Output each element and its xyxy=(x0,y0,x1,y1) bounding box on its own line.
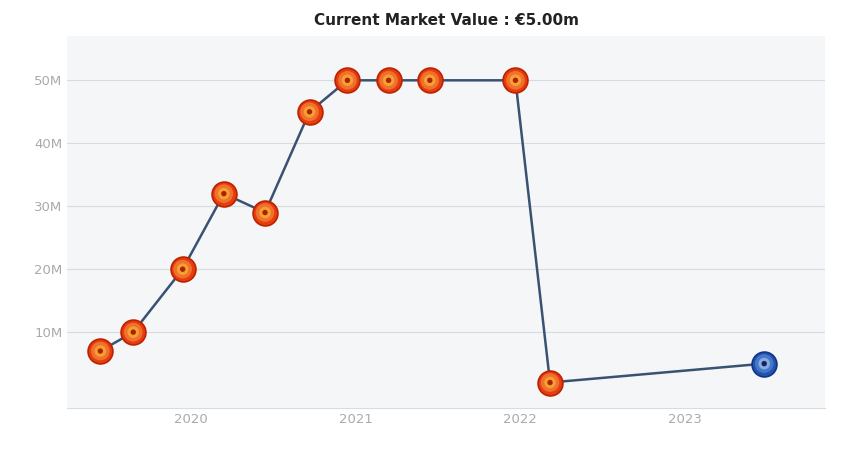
Point xyxy=(126,328,140,336)
Point xyxy=(176,265,189,273)
Point xyxy=(217,190,231,197)
Point xyxy=(423,77,436,84)
Point xyxy=(217,190,231,197)
Point xyxy=(176,265,189,273)
Point xyxy=(758,360,771,367)
Point xyxy=(758,360,771,367)
Point xyxy=(303,108,317,116)
Point xyxy=(258,209,272,216)
Point xyxy=(258,209,272,216)
Point xyxy=(93,347,107,355)
Point xyxy=(382,77,396,84)
Point xyxy=(126,328,140,336)
Point xyxy=(543,379,557,386)
Point xyxy=(93,347,107,355)
Point xyxy=(341,77,354,84)
Point xyxy=(93,347,107,355)
Point xyxy=(509,77,522,84)
Point xyxy=(258,209,272,216)
Point xyxy=(382,77,396,84)
Point xyxy=(543,379,557,386)
Point xyxy=(509,77,522,84)
Point xyxy=(303,108,317,116)
Point xyxy=(543,379,557,386)
Point xyxy=(258,209,272,216)
Point xyxy=(423,77,436,84)
Point xyxy=(93,347,107,355)
Point xyxy=(303,108,317,116)
Point xyxy=(176,265,189,273)
Point xyxy=(758,360,771,367)
Point xyxy=(217,190,231,197)
Point xyxy=(509,77,522,84)
Point xyxy=(423,77,436,84)
Point xyxy=(176,265,189,273)
Point xyxy=(303,108,317,116)
Point xyxy=(217,190,231,197)
Point xyxy=(126,328,140,336)
Point xyxy=(423,77,436,84)
Title: Current Market Value : €5.00m: Current Market Value : €5.00m xyxy=(314,13,578,28)
Point xyxy=(126,328,140,336)
Point xyxy=(341,77,354,84)
Point xyxy=(341,77,354,84)
Point xyxy=(382,77,396,84)
Point xyxy=(382,77,396,84)
Point xyxy=(543,379,557,386)
Point xyxy=(509,77,522,84)
Point xyxy=(341,77,354,84)
Point xyxy=(758,360,771,367)
